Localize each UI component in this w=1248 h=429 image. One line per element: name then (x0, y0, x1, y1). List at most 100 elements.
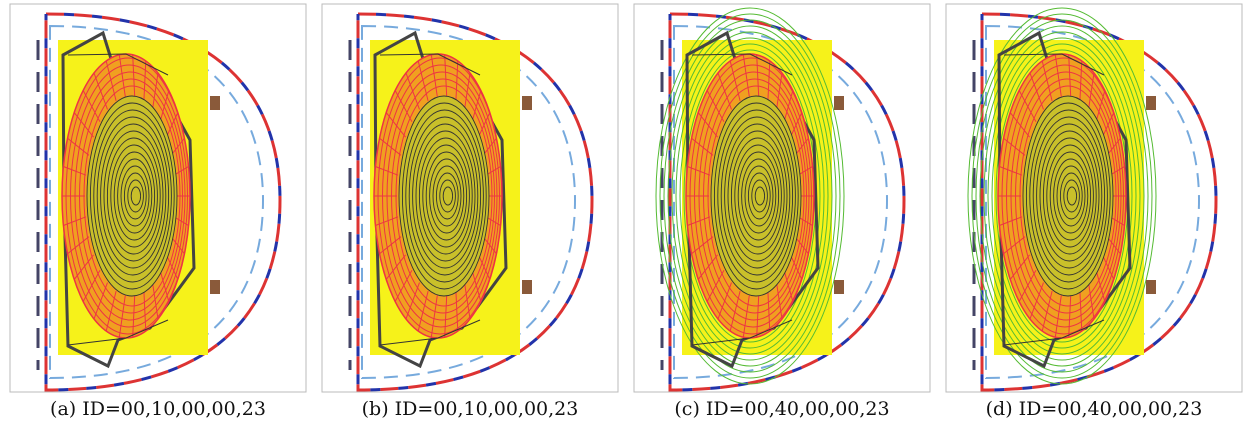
vessel-wall (685, 30, 820, 369)
mesh-radial (477, 254, 491, 280)
mesh-radial (1079, 60, 1083, 101)
mesh-radial (444, 54, 448, 97)
mesh-radial (394, 90, 413, 122)
mesh-radial (170, 137, 185, 156)
flux-surface (86, 95, 178, 297)
mesh-radial (1101, 254, 1115, 280)
mesh-radial (697, 112, 718, 138)
flux-surface (744, 165, 774, 227)
separatrix (67, 319, 169, 346)
mesh-radial (776, 72, 783, 110)
mesh-radial (455, 60, 459, 101)
separatrix (1003, 319, 1105, 346)
mesh-radial (132, 54, 136, 97)
mesh-radial (1079, 291, 1083, 332)
mesh-radial (105, 60, 117, 102)
mesh-radial (73, 112, 94, 138)
flux-surface (724, 123, 791, 269)
flux-surface (100, 123, 167, 269)
mesh-radial (159, 90, 170, 122)
mesh-radial (1088, 282, 1095, 320)
flux-surface (127, 179, 144, 213)
separatrix (379, 53, 481, 76)
mesh-radial (477, 112, 491, 138)
mesh-green (983, 31, 1141, 361)
mesh-radial (170, 236, 185, 255)
mesh-radial (999, 216, 1023, 226)
mesh-radial (687, 216, 711, 226)
caption: (a) ID=00,10,00,00,23 (50, 398, 266, 420)
mesh-green (671, 31, 829, 361)
flux-surface (106, 137, 161, 255)
mesh-radial (165, 112, 179, 138)
mesh-radial (63, 166, 87, 176)
mesh-radial (405, 282, 420, 320)
mesh-radial (482, 236, 497, 255)
vessel-wall (373, 30, 508, 369)
mesh-radial (767, 60, 771, 101)
flux-surface (1042, 137, 1097, 255)
flux-surface (747, 172, 771, 220)
coil-ring (44, 12, 282, 392)
mesh-radial (430, 295, 438, 338)
flux-surface (1063, 179, 1080, 213)
mesh-radial (105, 290, 117, 332)
mesh-radial (783, 90, 794, 122)
mesh-radial (93, 282, 108, 320)
flux-surface (737, 151, 780, 241)
mesh-radial (143, 60, 147, 101)
mesh-green (975, 19, 1149, 373)
mesh-green (667, 25, 833, 367)
coil-block (834, 280, 844, 294)
flux-surface (439, 179, 456, 213)
mesh-radial (794, 137, 809, 156)
mesh-radial (118, 54, 126, 97)
mesh-radial (1018, 90, 1037, 122)
flux-surface (442, 186, 454, 206)
mesh-radial (797, 216, 813, 226)
coil-ring (668, 12, 906, 392)
flux-surface (425, 151, 468, 241)
flux-surface (89, 102, 175, 290)
mesh-radial (471, 270, 482, 302)
coil-block (210, 280, 220, 294)
separatrix (1003, 53, 1105, 76)
coil-block (210, 96, 220, 110)
flux-surface (130, 186, 142, 206)
mesh-radial (691, 137, 714, 156)
flux-surface (1053, 158, 1089, 234)
mesh-radial (385, 112, 406, 138)
mesh-green (987, 37, 1137, 355)
mesh-radial (173, 166, 189, 176)
mesh-radial (165, 254, 179, 280)
mesh-radial (687, 166, 711, 176)
flux-surface (1029, 109, 1108, 283)
mesh-radial (173, 216, 189, 226)
mesh-radial (118, 295, 126, 338)
mesh-radial (1106, 236, 1121, 255)
mesh-radial (729, 60, 741, 102)
flux-surface (113, 151, 156, 241)
flux-surface (730, 137, 785, 255)
flux-surface (717, 109, 796, 283)
flux-surface (408, 116, 482, 276)
flux-surface (1032, 116, 1106, 276)
mesh-radial (464, 282, 471, 320)
mesh-radial (756, 54, 760, 97)
flux-surface (432, 165, 462, 227)
coil-ring (980, 12, 1218, 392)
mesh-radial (63, 216, 87, 226)
flux-surface (123, 172, 147, 220)
separatrix (691, 319, 793, 346)
mesh-radial (1018, 270, 1037, 302)
panel: (a) ID=00,10,00,00,23 (9, 3, 307, 420)
separatrix (691, 53, 793, 76)
separatrix (379, 319, 481, 346)
flux-surface (435, 172, 459, 220)
mesh-radial (482, 137, 497, 156)
panel: (d) ID=00,40,00,00,23 (945, 3, 1243, 420)
mesh-radial (464, 72, 471, 110)
flux-surface (120, 165, 150, 227)
coil-block (1146, 96, 1156, 110)
flux-surface (1022, 95, 1114, 297)
